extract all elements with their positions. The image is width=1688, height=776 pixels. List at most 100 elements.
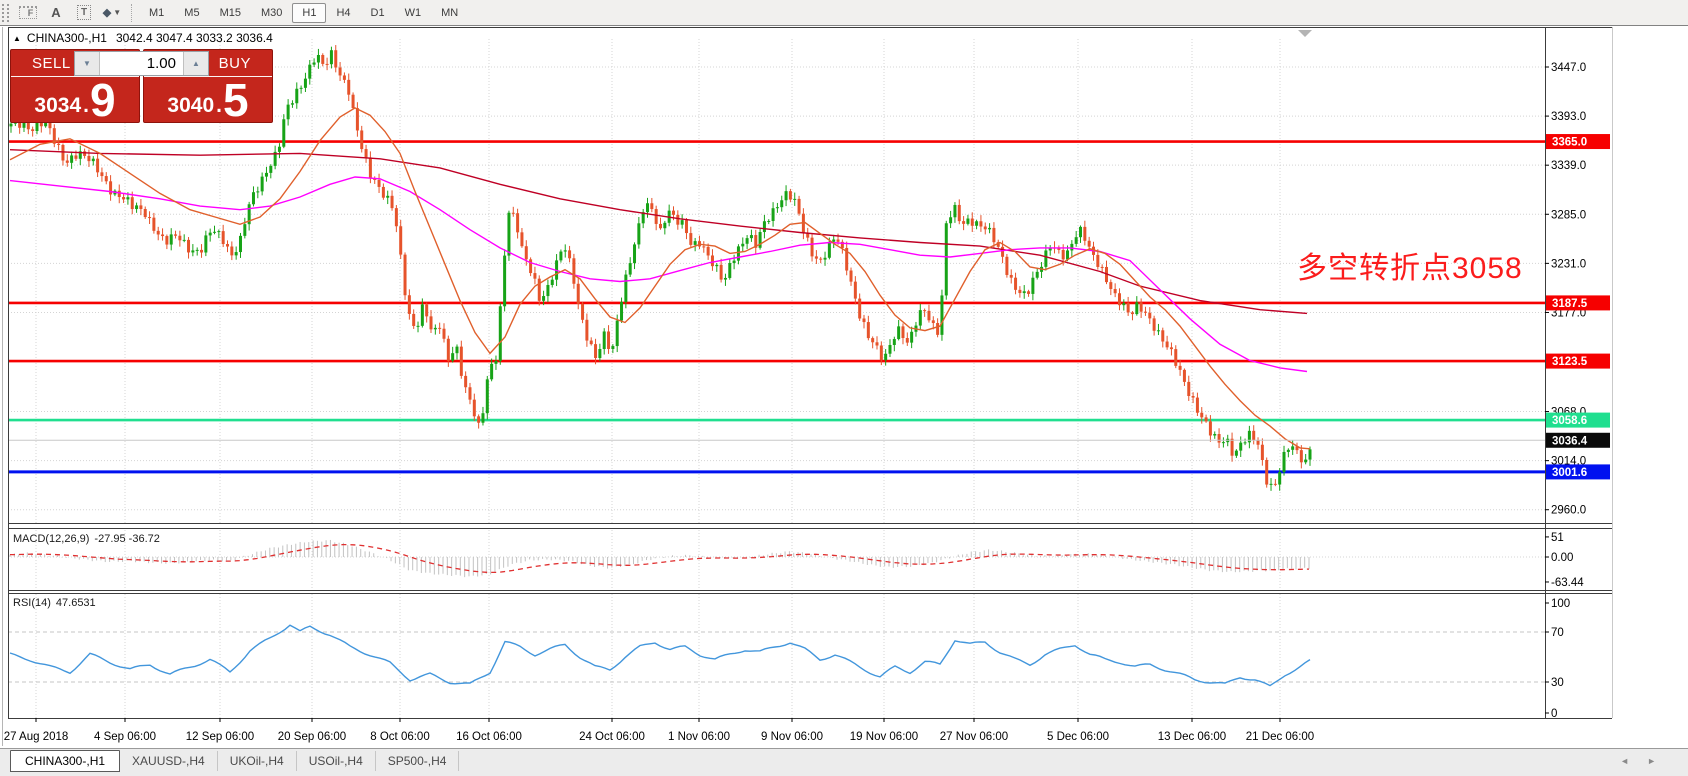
svg-text:12 Sep 06:00: 12 Sep 06:00 xyxy=(186,731,254,743)
svg-text:3447.0: 3447.0 xyxy=(1551,62,1586,74)
timeframe-mn[interactable]: MN xyxy=(441,6,459,19)
sell-label: SELL xyxy=(32,54,71,72)
toolbar-separator xyxy=(131,3,132,22)
ohlc-values: 3042.4 3047.4 3033.2 3036.4 xyxy=(115,31,273,45)
tab-china300[interactable]: CHINA300-,H1 xyxy=(10,750,121,772)
chevron-down-icon: ▼ xyxy=(113,8,122,17)
rsi-label: RSI(14) 47.6531 xyxy=(13,597,96,609)
timeframe-m30[interactable]: M30 xyxy=(260,6,283,19)
sell-price: 3034. 9 xyxy=(34,74,116,127)
indicator-grid-icon[interactable]: F xyxy=(16,3,40,23)
svg-text:3001.6: 3001.6 xyxy=(1552,467,1587,479)
collapse-triangle-icon[interactable]: ▲ xyxy=(13,34,21,43)
timeframe-d1[interactable]: D1 xyxy=(370,6,385,19)
timeframe-w1[interactable]: W1 xyxy=(404,6,422,19)
symbol-timeframe-label: CHINA300-,H1 xyxy=(26,31,107,45)
svg-text:3339.0: 3339.0 xyxy=(1551,160,1586,172)
macd-label: MACD(12,26,9) -27.95 -36.72 xyxy=(13,533,160,545)
svg-text:4 Sep 06:00: 4 Sep 06:00 xyxy=(94,731,156,743)
svg-text:27 Nov 06:00: 27 Nov 06:00 xyxy=(940,731,1008,743)
chart-shift-marker-icon xyxy=(1298,30,1312,37)
macd-indicator xyxy=(9,539,1310,578)
toolbar-grip[interactable] xyxy=(2,3,9,22)
date-axis[interactable]: 27 Aug 2018 4 Sep 06:00 12 Sep 06:00 20 Sep… xyxy=(4,718,1315,743)
svg-text:0: 0 xyxy=(1551,708,1557,720)
price-axis[interactable]: 3447.03393.03339.03285.03231.03177.03068… xyxy=(1545,62,1610,720)
svg-text:16 Oct 06:00: 16 Oct 06:00 xyxy=(456,731,522,743)
chart-background xyxy=(0,27,1688,746)
svg-text:13 Dec 06:00: 13 Dec 06:00 xyxy=(1158,731,1226,743)
buy-price: 3040. 5 xyxy=(167,74,249,127)
timeframe-m1[interactable]: M1 xyxy=(149,6,165,19)
tab-xauusd[interactable]: XAUUSD-,H4 xyxy=(120,751,218,771)
svg-text:3231.0: 3231.0 xyxy=(1551,258,1586,270)
timeframe-m15[interactable]: M15 xyxy=(219,6,241,19)
svg-text:3393.0: 3393.0 xyxy=(1551,111,1586,123)
timeframe-m5[interactable]: M5 xyxy=(184,6,200,19)
tab-scroll-arrows: ◄► xyxy=(1620,756,1674,766)
moving-averages xyxy=(9,107,1311,450)
svg-text:100: 100 xyxy=(1551,598,1570,610)
volume-increase-button[interactable]: ▲ xyxy=(183,52,208,75)
svg-text:24 Oct 06:00: 24 Oct 06:00 xyxy=(579,731,645,743)
svg-text:1 Nov 06:00: 1 Nov 06:00 xyxy=(668,731,730,743)
timeframe-h4[interactable]: H4 xyxy=(336,6,351,19)
arrow-up-icon: ▲ xyxy=(192,59,200,68)
svg-text:19 Nov 06:00: 19 Nov 06:00 xyxy=(850,731,918,743)
svg-text:3187.5: 3187.5 xyxy=(1552,298,1588,310)
timeframe-h1[interactable]: H1 xyxy=(292,2,327,23)
symbol-tab-bar: CHINA300-,H1 XAUUSD-,H4 UKOil-,H4 USOil-… xyxy=(0,748,1688,776)
chart-title: ▲ CHINA300-,H1 3042.4 3047.4 3033.2 3036.4 xyxy=(13,31,273,45)
svg-text:3058.6: 3058.6 xyxy=(1552,415,1587,427)
svg-text:0.00: 0.00 xyxy=(1551,552,1573,564)
svg-text:30: 30 xyxy=(1551,677,1564,689)
horizontal-level-lines[interactable] xyxy=(8,140,1545,474)
volume-stepper: ▼ 1.00 ▲ xyxy=(74,51,209,76)
rsi-line xyxy=(9,624,1311,687)
macd-signal-line xyxy=(10,543,1310,574)
svg-text:9 Nov 06:00: 9 Nov 06:00 xyxy=(761,731,823,743)
text-box-icon[interactable]: T xyxy=(72,3,96,23)
svg-text:70: 70 xyxy=(1551,627,1564,639)
svg-text:8 Oct 06:00: 8 Oct 06:00 xyxy=(370,731,429,743)
svg-text:3365.0: 3365.0 xyxy=(1552,137,1587,149)
svg-text:-63.44: -63.44 xyxy=(1551,577,1584,589)
svg-text:5 Dec 06:00: 5 Dec 06:00 xyxy=(1047,731,1109,743)
arrow-down-icon: ▼ xyxy=(83,59,91,68)
buy-label: BUY xyxy=(218,54,251,72)
macd-values: -27.95 -36.72 xyxy=(94,533,160,545)
top-toolbar: F A T ◆ ▼ M1 M5 M15 M30 H1 H4 D1 W1 MN xyxy=(0,0,1688,26)
tab-scroll-right-button[interactable]: ► xyxy=(1647,756,1674,766)
price-badge-3036.4 xyxy=(1546,432,1610,448)
tab-usoil[interactable]: USOil-,H4 xyxy=(297,751,376,771)
rsi-indicator xyxy=(9,624,1311,687)
svg-text:2960.0: 2960.0 xyxy=(1551,505,1586,517)
volume-field[interactable]: 1.00 xyxy=(100,52,183,75)
tab-scroll-left-button[interactable]: ◄ xyxy=(1620,756,1648,766)
svg-text:21 Dec 06:00: 21 Dec 06:00 xyxy=(1246,731,1314,743)
svg-text:3036.4: 3036.4 xyxy=(1552,435,1588,447)
svg-text:27 Aug 2018: 27 Aug 2018 xyxy=(4,731,69,743)
svg-text:51: 51 xyxy=(1551,532,1564,544)
price-badge-3187.5 xyxy=(1546,295,1610,311)
price-badge-3365.0 xyxy=(1546,134,1610,150)
price-badge-3058.6 xyxy=(1546,412,1610,428)
svg-text:20 Sep 06:00: 20 Sep 06:00 xyxy=(278,731,346,743)
svg-text:3285.0: 3285.0 xyxy=(1551,209,1586,221)
text-label-icon[interactable]: A xyxy=(51,5,61,20)
shapes-icon[interactable]: ◆ ▼ xyxy=(102,7,122,19)
tab-ukoil[interactable]: UKOil-,H4 xyxy=(218,751,297,771)
ma-slow-line xyxy=(9,149,1308,315)
svg-text:3123.5: 3123.5 xyxy=(1552,356,1588,368)
ma-fast-line xyxy=(9,107,1311,450)
price-badge-3123.5 xyxy=(1546,353,1610,369)
price-badge-3001.6 xyxy=(1546,464,1610,480)
svg-text:3177.0: 3177.0 xyxy=(1551,307,1586,319)
volume-decrease-button[interactable]: ▼ xyxy=(75,52,100,75)
chart-annotation-text[interactable]: 多空转折点3058 xyxy=(1297,252,1523,285)
rsi-value: 47.6531 xyxy=(55,597,96,609)
one-click-trade-panel: SELL 3034. 9 BUY 3040. 5 ▼ 1.00 ▲ xyxy=(10,49,273,123)
tab-sp500[interactable]: SP500-,H4 xyxy=(376,751,460,771)
